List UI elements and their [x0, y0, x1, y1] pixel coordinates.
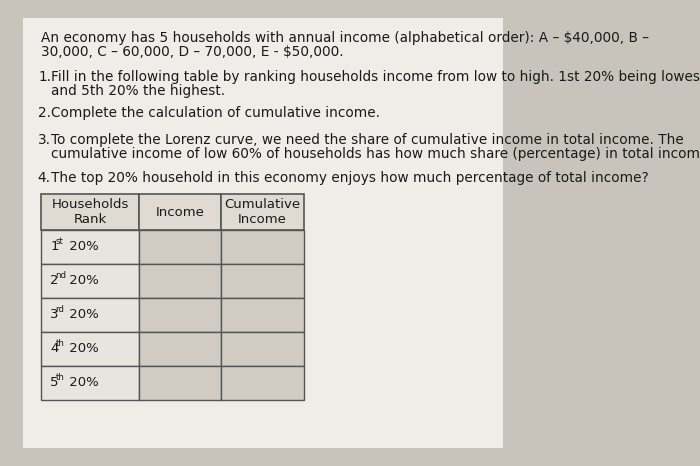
FancyBboxPatch shape	[139, 298, 221, 332]
FancyBboxPatch shape	[221, 298, 304, 332]
Text: 3.: 3.	[38, 133, 50, 147]
FancyBboxPatch shape	[139, 230, 221, 264]
Text: Complete the calculation of cumulative income.: Complete the calculation of cumulative i…	[51, 106, 380, 120]
Text: Households
Rank: Households Rank	[51, 198, 129, 226]
Text: An economy has 5 households with annual income (alphabetical order): A – $40,000: An economy has 5 households with annual …	[41, 31, 650, 45]
Text: 20%: 20%	[64, 377, 98, 390]
Text: 2.: 2.	[38, 106, 50, 120]
FancyBboxPatch shape	[221, 366, 304, 400]
Text: 1: 1	[50, 240, 59, 254]
Text: The top 20% household in this economy enjoys how much percentage of total income: The top 20% household in this economy en…	[51, 171, 649, 185]
Text: rd: rd	[55, 306, 64, 315]
Text: 20%: 20%	[64, 343, 98, 356]
Text: 1.: 1.	[39, 70, 52, 84]
FancyBboxPatch shape	[139, 264, 221, 298]
Text: st: st	[55, 238, 64, 247]
FancyBboxPatch shape	[139, 332, 221, 366]
FancyBboxPatch shape	[41, 366, 139, 400]
Text: 3: 3	[50, 308, 59, 322]
FancyBboxPatch shape	[41, 264, 139, 298]
Text: cumulative income of low 60% of households has how much share (percentage) in to: cumulative income of low 60% of househol…	[51, 147, 700, 161]
Text: 20%: 20%	[64, 308, 98, 322]
Text: 20%: 20%	[64, 274, 98, 288]
Text: nd: nd	[55, 272, 66, 281]
FancyBboxPatch shape	[221, 264, 304, 298]
Text: th: th	[55, 374, 64, 383]
FancyBboxPatch shape	[41, 194, 139, 230]
FancyBboxPatch shape	[221, 230, 304, 264]
Text: Fill in the following table by ranking households income from low to high. 1st 2: Fill in the following table by ranking h…	[51, 70, 700, 84]
Text: To complete the Lorenz curve, we need the share of cumulative income in total in: To complete the Lorenz curve, we need th…	[51, 133, 684, 147]
Text: 30,000, C – 60,000, D – 70,000, E - $50,000.: 30,000, C – 60,000, D – 70,000, E - $50,…	[41, 45, 344, 59]
FancyBboxPatch shape	[139, 194, 221, 230]
FancyBboxPatch shape	[221, 194, 304, 230]
Text: 4: 4	[50, 343, 59, 356]
Text: 2: 2	[50, 274, 59, 288]
Text: Income: Income	[155, 206, 204, 219]
FancyBboxPatch shape	[22, 18, 503, 448]
FancyBboxPatch shape	[221, 332, 304, 366]
Text: Cumulative
Income: Cumulative Income	[225, 198, 301, 226]
FancyBboxPatch shape	[139, 366, 221, 400]
Text: th: th	[55, 340, 64, 349]
Text: 4.: 4.	[38, 171, 50, 185]
Text: 5: 5	[50, 377, 59, 390]
FancyBboxPatch shape	[41, 332, 139, 366]
FancyBboxPatch shape	[41, 230, 139, 264]
Text: 20%: 20%	[64, 240, 98, 254]
FancyBboxPatch shape	[41, 298, 139, 332]
Text: and 5th 20% the highest.: and 5th 20% the highest.	[51, 84, 225, 98]
